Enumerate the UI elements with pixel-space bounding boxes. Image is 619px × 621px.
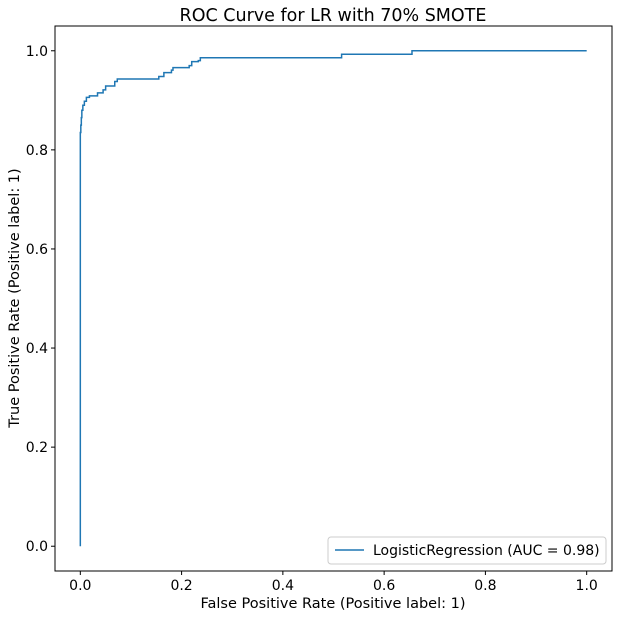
y-tick-label: 0.4	[26, 341, 48, 357]
chart-title: ROC Curve for LR with 70% SMOTE	[180, 6, 487, 26]
x-tick-label: 0.4	[272, 578, 294, 594]
x-tick-label: 0.6	[373, 578, 395, 594]
legend: LogisticRegression (AUC = 0.98)	[327, 536, 607, 565]
x-tick-label: 0.8	[474, 578, 496, 594]
y-tick-label: 0.0	[26, 539, 48, 555]
x-tick-label: 0.0	[69, 578, 91, 594]
x-tick-label: 0.2	[170, 578, 192, 594]
y-tick-label: 0.6	[26, 242, 48, 258]
x-tick-label: 1.0	[576, 578, 598, 594]
axes-frame	[54, 25, 613, 572]
roc-curve-line	[79, 50, 587, 547]
y-tick-label: 0.8	[26, 143, 48, 159]
legend-label: LogisticRegression (AUC = 0.98)	[373, 543, 600, 559]
y-tick-label: 1.0	[26, 44, 48, 60]
x-axis-label: False Positive Rate (Positive label: 1)	[201, 596, 466, 612]
legend-box	[327, 536, 607, 565]
series-layer	[79, 50, 587, 547]
y-axis-label: True Positive Rate (Positive label: 1)	[7, 168, 23, 428]
y-tick-label: 0.2	[26, 440, 48, 456]
ticks-layer: 0.0 0.2 0.4 0.6 0.8 1.0 0.0 0.2 0.4 0.6 0.8 1.0	[26, 44, 598, 594]
